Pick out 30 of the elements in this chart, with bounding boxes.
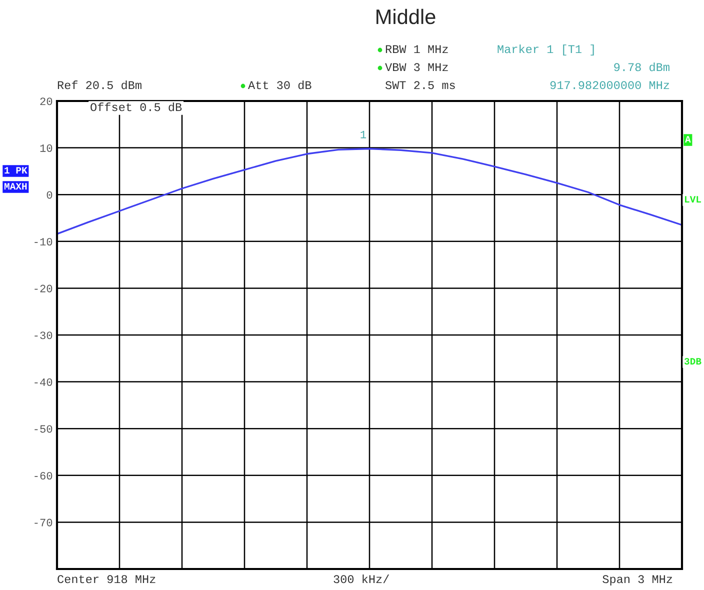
text: 300 kHz/ xyxy=(334,574,390,584)
text: LVL xyxy=(685,196,701,203)
y-tick-label: 0 xyxy=(46,191,52,199)
text: VBW 3 MHz xyxy=(385,63,448,72)
annotation: Offset 0.5 dB xyxy=(90,102,182,112)
text: 1 PK xyxy=(4,167,28,174)
y-tick-label: -30 xyxy=(34,332,52,340)
y-tick-label: -20 xyxy=(34,284,52,292)
text: Marker 1 [T1 ] xyxy=(498,44,594,56)
y-tick-label: -70 xyxy=(34,518,52,526)
text: 3DB xyxy=(684,358,702,365)
y-tick-label: -40 xyxy=(34,378,52,386)
text: A xyxy=(685,136,691,143)
text: 917.982000000 MHz xyxy=(550,81,670,90)
chart-title: Middle xyxy=(376,8,436,24)
annotation: 1 xyxy=(360,130,366,138)
y-tick-label: 20 xyxy=(40,98,52,106)
y-tick-label: -10 xyxy=(34,238,52,246)
y-tick-label: -50 xyxy=(34,425,52,433)
text: MAXH xyxy=(4,183,27,190)
y-tick-label: -60 xyxy=(34,472,52,480)
text: Att 30 dB xyxy=(248,80,312,90)
text: SWT 2.5 ms xyxy=(385,81,455,90)
line-series xyxy=(57,148,682,235)
y-tick-label: 10 xyxy=(40,144,52,152)
text: RBW 1 MHz xyxy=(386,45,448,54)
text: Span 3 MHz xyxy=(602,575,672,586)
text: Center 918 MHz xyxy=(58,575,156,584)
text: Ref 20.5 dBm xyxy=(58,80,142,90)
text: 9.78 dBm xyxy=(614,62,670,72)
